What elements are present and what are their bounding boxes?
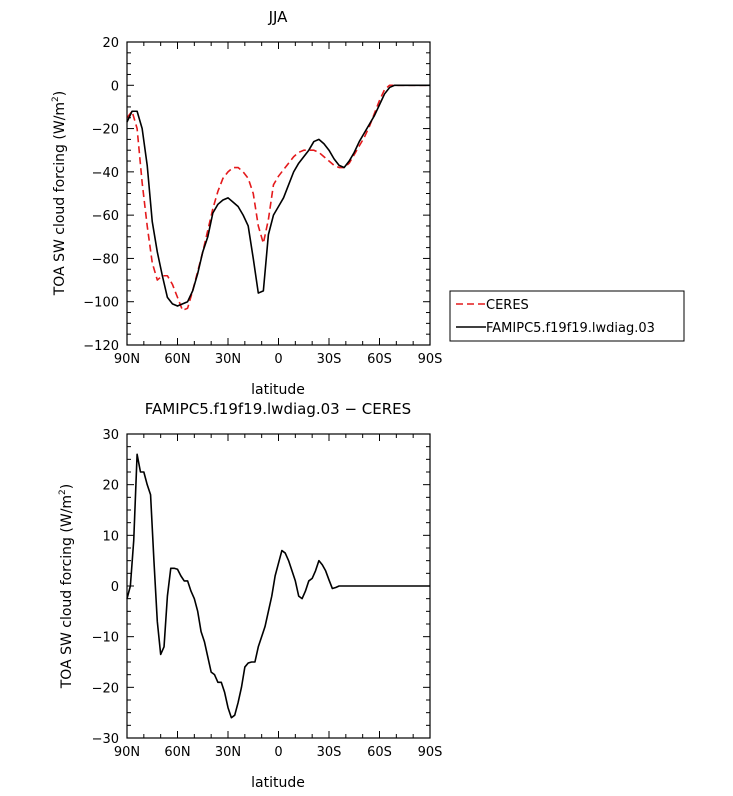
- y-tick-label: −10: [92, 631, 119, 646]
- x-tick-label: 0: [274, 745, 282, 760]
- x-tick-label: 90S: [418, 745, 443, 760]
- x-tick-label: 90N: [114, 352, 140, 367]
- plot-frame: [126, 433, 431, 739]
- y-tick-label: 20: [102, 479, 119, 494]
- top-chart: JJA 90N 60N 30N 0 30S 60S 90S 20 0 −20 −40 −60 −80 −1…: [51, 8, 442, 398]
- y-tick-label: −60: [92, 209, 119, 224]
- plot-frame: [126, 41, 431, 346]
- x-tick-label: 60S: [367, 745, 392, 760]
- series-line-difference: [126, 453, 430, 719]
- legend-label-ceres: CERES: [486, 298, 529, 313]
- x-tick-label: 60S: [367, 352, 392, 367]
- legend-box: [449, 290, 685, 342]
- bottom-chart: FAMIPC5.f19f19.lwdiag.03 − CERES 90N 60N 3…: [58, 400, 442, 791]
- x-axis-label: latitude: [251, 775, 305, 791]
- x-tick-label: 30S: [317, 745, 342, 760]
- y-tick-label: 30: [102, 428, 119, 443]
- x-tick-label: 90N: [114, 745, 140, 760]
- x-tick-label: 90S: [418, 352, 443, 367]
- x-tick-label: 60N: [164, 745, 190, 760]
- y-axis-label: TOA SW cloud forcing (W/m2): [58, 484, 75, 690]
- y-tick-label: −20: [92, 681, 119, 696]
- y-axis-label: TOA SW cloud forcing (W/m2): [51, 91, 68, 297]
- x-tick-label: 30S: [317, 352, 342, 367]
- x-axis-label: latitude: [251, 382, 305, 398]
- y-tick-label: −20: [92, 123, 119, 138]
- legend: CERES FAMIPC5.f19f19.lwdiag.03: [449, 290, 685, 342]
- y-tick-label: 0: [111, 580, 119, 595]
- y-tick-label: 0: [111, 79, 119, 94]
- plot-area: 90N 60N 30N 0 30S 60S 90S 20 0 −20 −40 −60 −80 −100 −1…: [83, 36, 442, 367]
- y-tick-label: −80: [92, 252, 119, 267]
- x-tick-label: 0: [274, 352, 282, 367]
- y-tick-label: −30: [92, 732, 119, 747]
- x-tick-label: 60N: [164, 352, 190, 367]
- x-tick-label: 30N: [215, 745, 241, 760]
- y-tick-label: 20: [102, 36, 119, 51]
- y-tick-label: −40: [92, 166, 119, 181]
- legend-label-model: FAMIPC5.f19f19.lwdiag.03: [486, 321, 655, 336]
- y-tick-label: −120: [83, 339, 119, 354]
- x-tick-label: 30N: [215, 352, 241, 367]
- y-tick-label: 10: [102, 529, 119, 544]
- chart-title: JJA: [268, 8, 289, 26]
- plot-area: 90N 60N 30N 0 30S 60S 90S 30 20 10 0 −10 −20 −30: [92, 428, 443, 760]
- series-line-famipc5-f19f19-lwdiag-03: [126, 84, 430, 307]
- chart-title: FAMIPC5.f19f19.lwdiag.03 − CERES: [145, 400, 411, 418]
- series-line-ceres: [126, 84, 430, 312]
- y-tick-label: −100: [83, 296, 119, 311]
